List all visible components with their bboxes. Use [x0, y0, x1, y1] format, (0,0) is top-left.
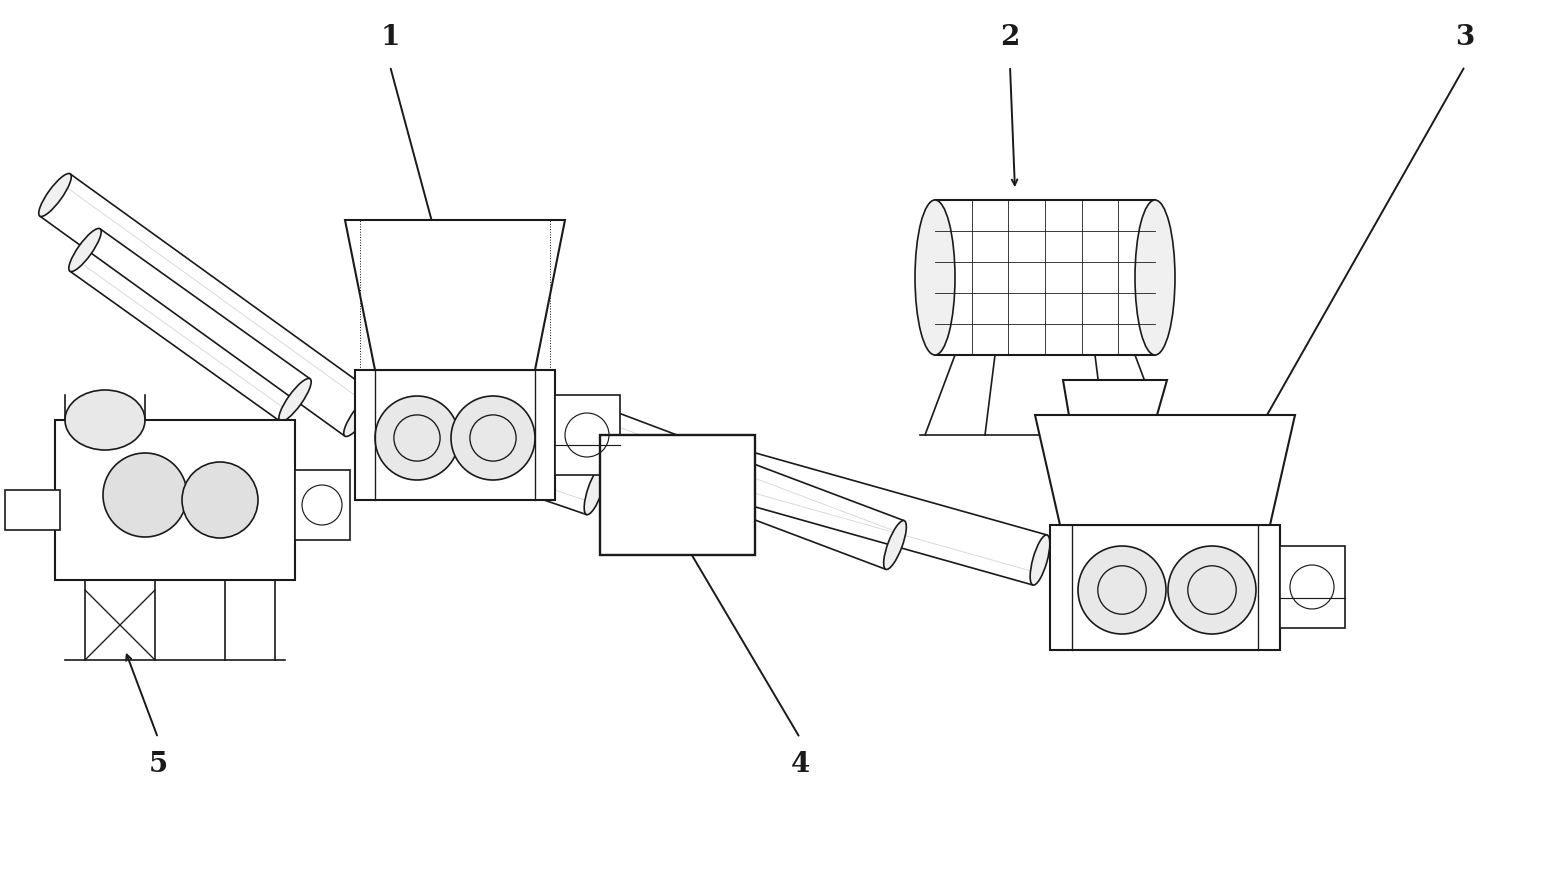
Circle shape — [1169, 546, 1255, 634]
Polygon shape — [1063, 380, 1167, 510]
Ellipse shape — [579, 406, 601, 455]
Circle shape — [104, 453, 187, 537]
Ellipse shape — [68, 229, 101, 272]
Ellipse shape — [1135, 200, 1175, 355]
Ellipse shape — [65, 390, 146, 450]
Text: 5: 5 — [149, 751, 167, 778]
Ellipse shape — [375, 393, 396, 443]
Ellipse shape — [344, 393, 376, 437]
Text: 2: 2 — [1000, 24, 1020, 51]
Bar — [1050, 525, 1280, 650]
Ellipse shape — [584, 465, 605, 515]
Text: 4: 4 — [791, 751, 810, 778]
Polygon shape — [1036, 415, 1296, 525]
Polygon shape — [345, 220, 565, 370]
Circle shape — [450, 396, 536, 480]
Bar — [556, 395, 621, 475]
Bar — [56, 420, 296, 580]
Ellipse shape — [711, 445, 729, 495]
Text: 1: 1 — [381, 24, 399, 51]
Ellipse shape — [39, 174, 71, 216]
Bar — [601, 435, 755, 555]
Bar — [1280, 546, 1345, 628]
Bar — [354, 370, 556, 500]
Bar — [296, 470, 350, 540]
Circle shape — [1077, 546, 1166, 634]
Text: 3: 3 — [1455, 24, 1475, 51]
Ellipse shape — [279, 378, 311, 422]
Circle shape — [183, 462, 259, 538]
Ellipse shape — [1029, 535, 1050, 585]
Ellipse shape — [915, 200, 955, 355]
Ellipse shape — [884, 521, 906, 570]
Circle shape — [375, 396, 460, 480]
Bar — [935, 200, 1155, 355]
Bar — [5, 490, 60, 530]
